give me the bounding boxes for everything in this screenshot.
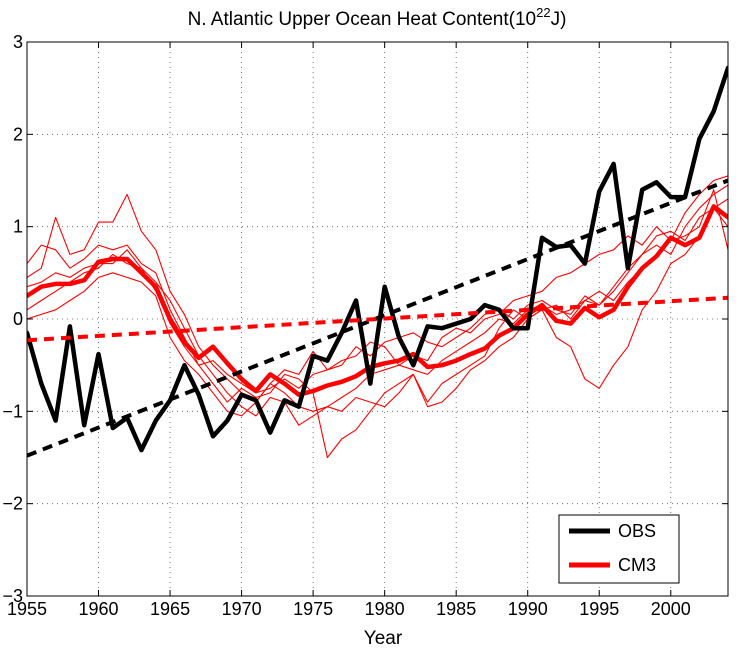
legend-label-obs: OBS bbox=[618, 521, 656, 541]
series-line-obs-0 bbox=[27, 65, 728, 453]
x-tick-label: 1990 bbox=[508, 599, 548, 619]
x-tick-label: 1995 bbox=[579, 599, 619, 619]
y-tick-label: 1 bbox=[13, 217, 23, 237]
y-tick-label: 2 bbox=[13, 124, 23, 144]
series-line-cm3-member-4 bbox=[27, 189, 728, 426]
x-tick-label: 1960 bbox=[79, 599, 119, 619]
legend: OBS CM3 bbox=[558, 514, 680, 584]
series-line-cm3-member-3 bbox=[27, 207, 728, 459]
y-tick-label: −2 bbox=[2, 494, 23, 514]
x-axis: 1955 1960 1965 1970 1975 1980 1985 1990 1995 2000 bbox=[7, 42, 691, 619]
y-tick-label: 3 bbox=[13, 32, 23, 52]
x-tick-label: 1970 bbox=[222, 599, 262, 619]
series-line-cm3-mean-1 bbox=[27, 204, 728, 397]
x-tick-label: 1985 bbox=[436, 599, 476, 619]
y-axis: −3 −2 −1 0 1 2 3 bbox=[2, 32, 728, 606]
series-line-cm3-member-5 bbox=[27, 198, 728, 417]
y-tick-label: 0 bbox=[13, 309, 23, 329]
chart-title-superscript: 22 bbox=[536, 5, 550, 20]
x-tick-label: 1965 bbox=[150, 599, 190, 619]
x-tick-label: 2000 bbox=[651, 599, 691, 619]
y-tick-label: −1 bbox=[2, 401, 23, 421]
chart-title: N. Atlantic Upper Ocean Heat Content(102… bbox=[188, 5, 567, 30]
chart-title-prefix: N. Atlantic Upper Ocean Heat Content(10 bbox=[188, 9, 537, 30]
trend-line-cm3-trend bbox=[27, 295, 728, 343]
x-axis-label: Year bbox=[364, 628, 403, 649]
trend-line-obs-trend bbox=[27, 178, 728, 458]
y-tick-label: −3 bbox=[2, 586, 23, 606]
legend-box bbox=[558, 514, 680, 584]
x-tick-label: 1955 bbox=[7, 599, 47, 619]
legend-label-cm3: CM3 bbox=[618, 555, 656, 575]
x-tick-label: 1975 bbox=[293, 599, 333, 619]
x-tick-label: 1980 bbox=[365, 599, 405, 619]
plot-area bbox=[27, 65, 728, 459]
chart-title-suffix: J) bbox=[551, 9, 567, 30]
